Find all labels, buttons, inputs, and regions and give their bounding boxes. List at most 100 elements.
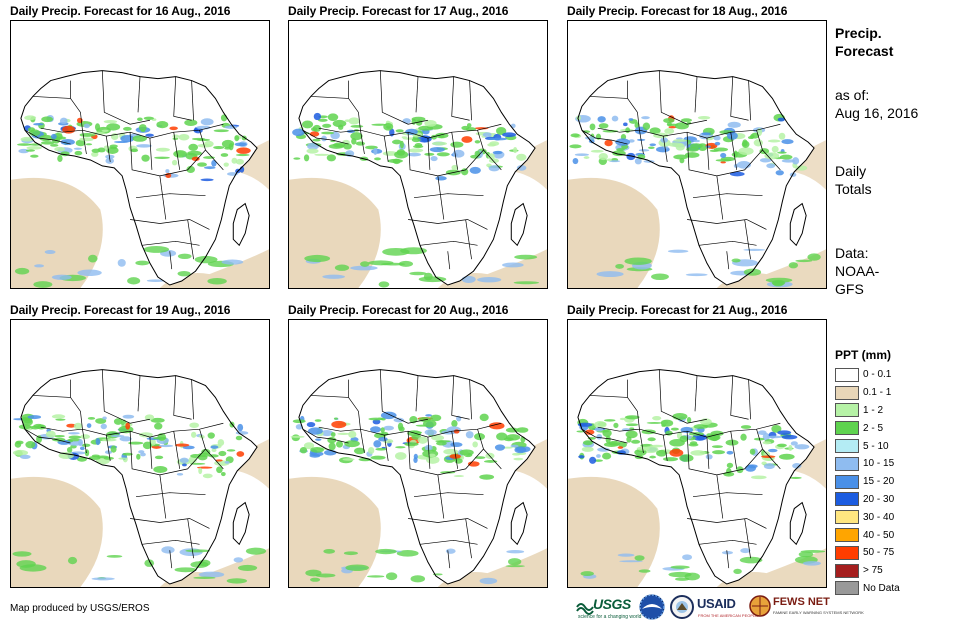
rain-cell [150,417,165,423]
rain-cell [317,118,328,122]
rain-cell [153,466,168,473]
rain-cell [79,137,94,142]
rain-cell [574,153,589,156]
rain-cell [670,565,690,569]
country-border [639,130,644,155]
country-border [173,431,181,469]
rain-cell [461,136,473,143]
country-border [658,369,707,424]
forecast-panel-21-aug: Daily Precip. Forecast for 21 Aug., 2016 [567,303,837,588]
rain-cell [460,168,469,176]
rain-cell [220,114,228,122]
country-border [159,175,167,220]
country-border [465,219,472,260]
dry-area-southeast [437,548,547,587]
rain-cell [766,435,783,439]
rain-cell [423,272,433,281]
rain-cell [589,456,597,464]
rain-cell [360,261,370,267]
rain-cell [720,152,727,158]
legend-swatch [835,492,859,507]
rain-cell [236,147,251,154]
precip-map [567,20,827,289]
rain-cell [138,450,145,454]
rain-cell [175,443,190,447]
rain-cell [348,117,360,125]
country-border [24,129,71,145]
rain-cell [204,140,214,147]
legend-swatch [835,403,859,418]
rain-cell [709,433,720,442]
rain-cell [187,150,202,156]
rain-cell [750,475,767,480]
rain-cell [102,416,107,420]
fews-wordmark: FEWS NET [773,596,830,608]
rain-cell [172,134,180,139]
rain-cell [584,136,597,140]
rain-cell [327,113,339,122]
rain-cell [401,136,407,139]
legend-label: 0.1 - 1 [863,387,892,399]
rain-cell [51,414,66,419]
madagascar [789,501,807,546]
rain-cell [322,123,332,128]
rain-cell [119,436,132,442]
country-border [706,437,710,469]
rain-cell [777,117,785,122]
rain-cell [161,546,175,554]
rain-cell [233,557,244,563]
rain-cell [589,123,596,131]
rain-cell [679,435,689,443]
rain-cell [618,441,627,448]
rain-cell [435,176,447,181]
africa-land [577,369,815,584]
rain-cell [310,446,324,453]
panel-title: Daily Precip. Forecast for 19 Aug., 2016 [10,303,231,317]
rain-cell [123,126,132,131]
rain-cell [667,249,689,253]
rain-cell [615,263,624,269]
africa-coastline [298,369,536,585]
totals-label: Daily Totals [835,162,945,198]
rain-cell [638,569,651,573]
africa-precip-map [289,369,547,587]
country-border [658,70,707,125]
rain-cell [569,144,582,149]
rain-cell [67,438,82,442]
rain-cell [34,264,45,268]
rain-cell [596,454,601,458]
rain-cell [237,423,244,432]
rain-cell [727,121,741,128]
legend-item: 15 - 20 [835,473,945,491]
country-border [173,132,181,170]
country-border [24,428,71,444]
rain-cell [320,429,334,437]
rain-cell [62,125,76,134]
legend-swatch [835,510,859,525]
country-border [589,395,640,430]
rain-cell [85,143,93,146]
rain-cell [679,454,694,462]
rain-cell [649,455,657,459]
country-border [694,76,698,113]
rain-cell [466,123,472,128]
rain-cell [647,437,656,442]
rain-cell [431,141,447,146]
africa-land [298,369,536,584]
rain-cell [578,455,585,459]
usaid-tagline: FROM THE AMERICAN PEOPLE [698,613,758,618]
rain-cell [188,456,197,464]
country-border [427,437,431,469]
legend-item: 0.1 - 1 [835,384,945,402]
rain-cell [663,118,675,124]
rain-cell [400,247,427,255]
rain-cell [693,139,700,143]
rain-cell [220,153,229,157]
rain-cell [465,431,474,439]
rain-cell [220,471,226,477]
rain-cell [477,277,502,283]
legend-swatch [835,367,859,382]
rain-cell [407,152,421,157]
rain-cell [649,127,661,135]
rain-cell [235,435,243,441]
